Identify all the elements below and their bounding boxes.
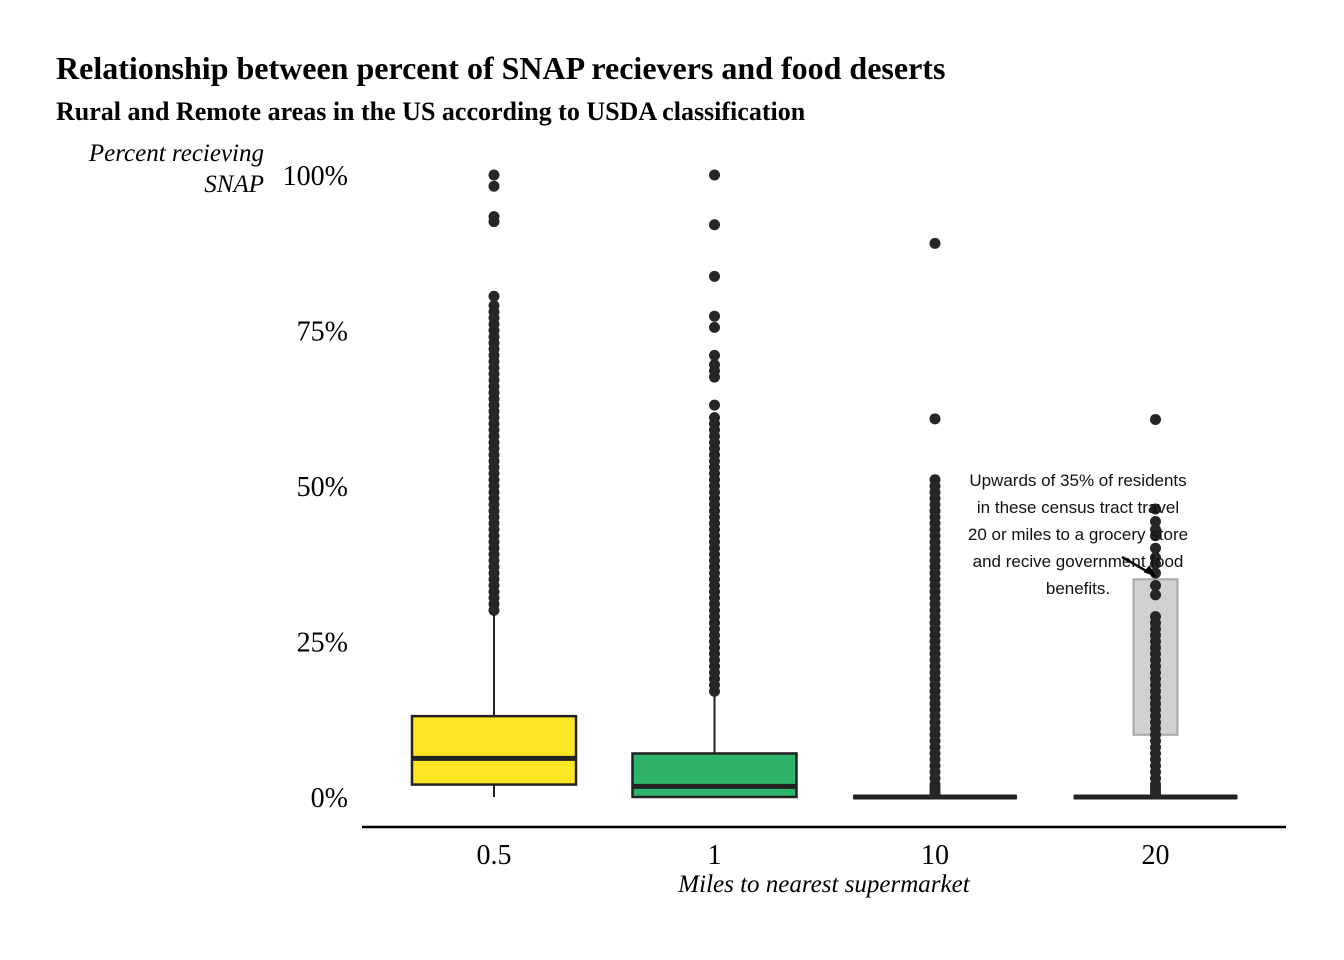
outlier-point [709,359,720,371]
outlier-point [929,413,941,425]
outlier-point [488,290,500,302]
x-tick-label: 1 [708,840,722,871]
x-tick-label: 0.5 [477,840,512,871]
outlier-point [709,270,720,282]
outlier-point [488,180,500,192]
outlier-point [1150,503,1161,515]
annotation-text-line: Upwards of 35% of residents [969,471,1186,490]
box [631,752,798,799]
outlier-point [1150,611,1161,623]
y-tick-label: 25% [297,628,348,659]
outlier-point [1150,580,1161,592]
y-axis-label: Percent recieving SNAP [40,138,264,200]
outlier-point [709,219,720,231]
y-tick-label: 0% [311,783,348,814]
outlier-point [1150,589,1161,601]
annotation-text-line: 20 or miles to a grocery store [968,525,1188,544]
outlier-point [929,474,941,486]
outlier-point [1150,542,1161,554]
annotation-text-line: in these census tract travel [977,498,1179,517]
outlier-point [709,412,720,424]
outlier-point [1150,515,1161,527]
outlier-point [1150,524,1161,536]
outlier-point [709,310,720,322]
y-tick-label: 50% [297,472,348,503]
chart-subtitle: Rural and Remote areas in the US accordi… [56,97,806,126]
outlier-point [709,399,720,411]
outlier-point [929,237,941,249]
outlier-point [488,211,500,223]
outlier-point [488,300,500,312]
y-axis-label-line-2: SNAP [204,171,264,198]
outlier-point [709,169,720,181]
outlier-point [709,349,720,361]
box [410,714,578,786]
annotation-text-line: and recive government food [973,552,1184,571]
outlier-point [709,321,720,333]
outlier-point [1150,413,1161,425]
outlier-point [488,169,500,181]
annotation-text-line: benefits. [1046,579,1110,598]
x-tick-label: 10 [921,840,949,871]
chart-title: Relationship between percent of SNAP rec… [56,50,946,86]
x-axis-label: Miles to nearest supermarket [678,871,970,898]
annotation-arrowhead [1143,565,1156,577]
y-axis-label-line-1: Percent recieving [88,140,264,167]
y-tick-label: 75% [297,317,348,348]
x-tick-label: 20 [1142,840,1170,871]
outlier-point [1150,552,1161,564]
y-tick-label: 100% [283,161,348,192]
